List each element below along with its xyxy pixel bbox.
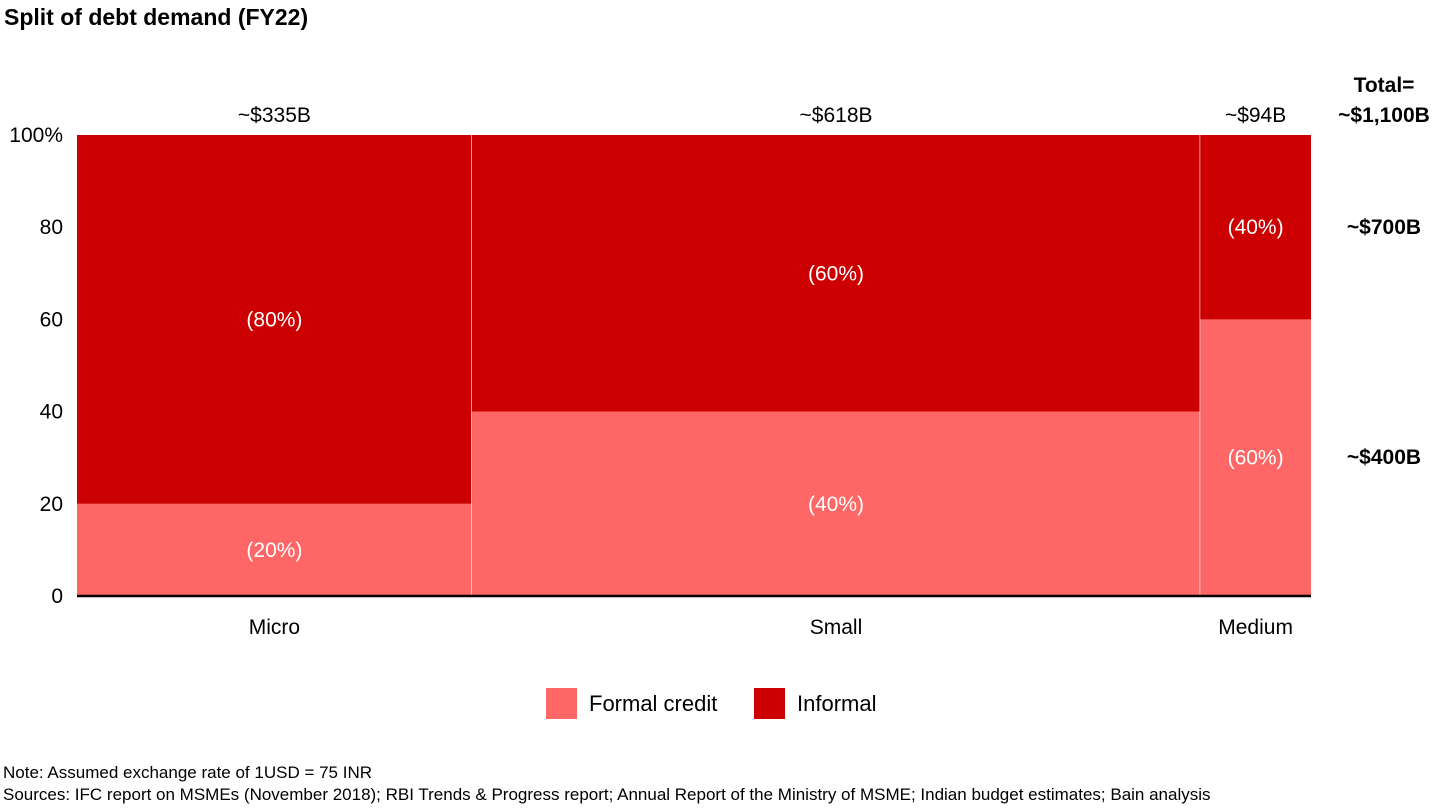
bar-micro-formal	[77, 503, 472, 596]
legend-label-informal: Informal	[797, 691, 876, 716]
category-total-label: ~$618B	[800, 104, 873, 127]
legend-swatch-informal	[754, 688, 785, 719]
y-tick-label: 0	[51, 585, 63, 608]
marimekko-chart: (20%) (80%) ~$335B Micro (40%) (60%) ~$618B Sma…	[9, 74, 1430, 719]
category-total-label: ~$335B	[238, 104, 311, 127]
bar-medium-formal	[1200, 319, 1311, 596]
y-tick-label: 40	[40, 401, 63, 424]
chart-title: Split of debt demand (FY22)	[4, 4, 309, 30]
data-label: (60%)	[1228, 447, 1284, 470]
y-tick-label: 60	[40, 308, 63, 331]
y-tick-label: 100%	[9, 124, 63, 147]
data-label: (40%)	[808, 493, 864, 516]
data-label: (80%)	[246, 308, 302, 331]
y-tick-label: 80	[40, 216, 63, 239]
bar-small-formal	[471, 411, 1201, 596]
legend-label-formal: Formal credit	[589, 691, 717, 716]
data-label: (40%)	[1228, 216, 1284, 239]
y-tick-label: 20	[40, 493, 63, 516]
formal-total-value: ~$400B	[1347, 446, 1421, 469]
x-tick-label: Medium	[1218, 616, 1293, 639]
total-value: ~$1,100B	[1338, 104, 1430, 127]
data-label: (60%)	[808, 262, 864, 285]
x-tick-label: Micro	[249, 616, 300, 639]
sources-note: Sources: IFC report on MSMEs (November 2…	[3, 785, 1211, 804]
total-label: Total=	[1354, 74, 1415, 97]
category-total-label: ~$94B	[1225, 104, 1286, 127]
data-label: (20%)	[246, 539, 302, 562]
bar-micro-informal	[77, 135, 472, 504]
legend-swatch-formal	[546, 688, 577, 719]
bar-medium-informal	[1200, 135, 1311, 320]
bar-small-informal	[471, 135, 1201, 412]
x-tick-label: Small	[810, 616, 863, 639]
informal-total-value: ~$700B	[1347, 216, 1421, 239]
footnote: Note: Assumed exchange rate of 1USD = 75…	[3, 763, 373, 782]
